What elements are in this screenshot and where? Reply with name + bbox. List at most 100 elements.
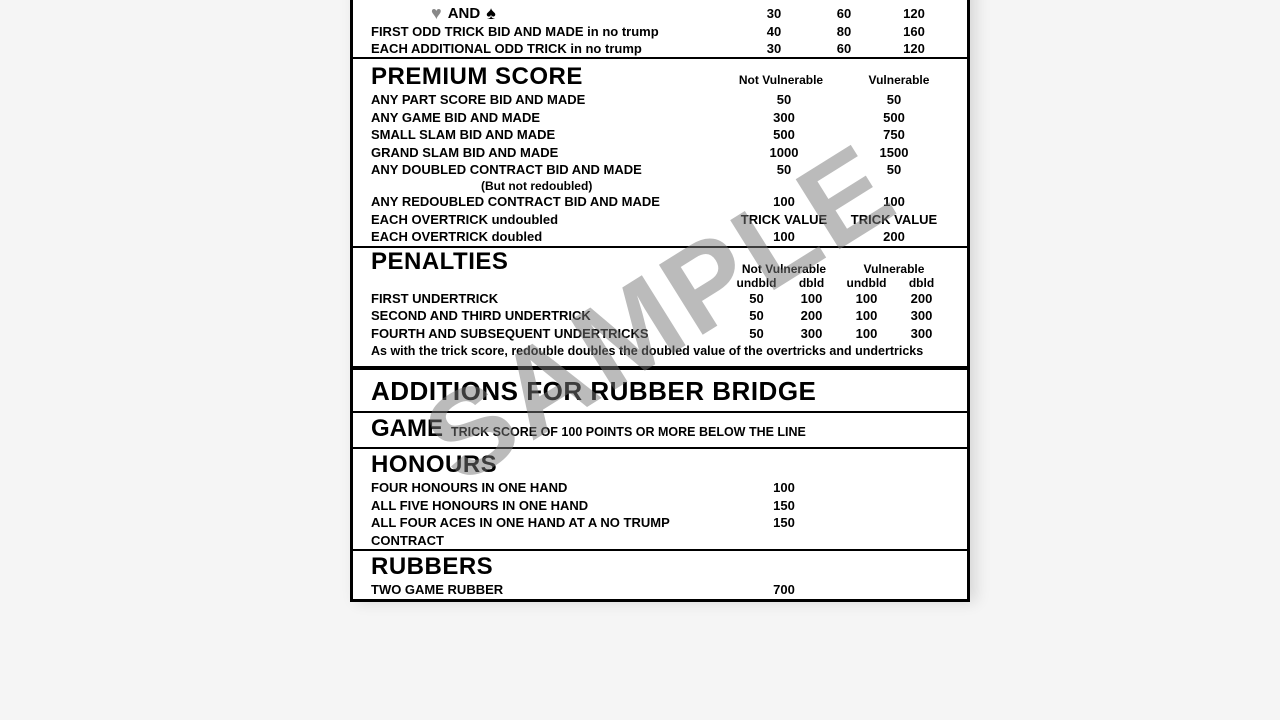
- value: 100: [839, 325, 894, 343]
- section-title: PENALTIES: [371, 248, 729, 276]
- trick-row-nt-first: FIRST ODD TRICK BID AND MADE in no trump…: [371, 23, 949, 40]
- section-title: RUBBERS: [371, 551, 949, 581]
- value: 50: [729, 325, 784, 343]
- penalty-row: SECOND AND THIRD UNDERTRICK50200100300: [371, 307, 949, 325]
- spade-icon: ♠: [486, 4, 496, 22]
- premium-row: SMALL SLAM BID AND MADE500750: [371, 126, 949, 144]
- section-title: GAME: [371, 415, 443, 443]
- club-icon: ♣: [431, 0, 443, 2]
- label: ALL FOUR ACES IN ONE HAND AT A NO TRUMP …: [371, 514, 729, 549]
- trick-row-nt-additional: EACH ADDITIONAL ODD TRICK in no trump 30…: [371, 40, 949, 57]
- value: 300: [894, 325, 949, 343]
- penalty-row: FOURTH AND SUBSEQUENT UNDERTRICKS5030010…: [371, 325, 949, 343]
- value: 1500: [839, 144, 949, 162]
- trick-row-majors: ♥ AND ♠ 30 60 120: [371, 3, 949, 23]
- value: 200: [784, 307, 839, 325]
- value: 150: [729, 514, 839, 549]
- premium-row: ANY PART SCORE BID AND MADE5050: [371, 91, 949, 109]
- value: 100: [784, 290, 839, 308]
- label: TWO GAME RUBBER: [371, 581, 729, 599]
- col-group: Vulnerable: [839, 262, 949, 276]
- label: ANY GAME BID AND MADE: [371, 109, 729, 127]
- value: 80: [809, 24, 879, 39]
- value: 60: [809, 6, 879, 21]
- premium-note: (But not redoubled): [371, 179, 949, 193]
- col-group: Not Vulnerable: [729, 262, 839, 276]
- label: FOUR HONOURS IN ONE HAND: [371, 479, 729, 497]
- game-desc: TRICK SCORE OF 100 POINTS OR MORE BELOW …: [451, 425, 806, 439]
- value: 500: [729, 126, 839, 144]
- honours-row: ALL FIVE HONOURS IN ONE HAND150: [371, 497, 949, 515]
- value: 100: [839, 290, 894, 308]
- value: 120: [879, 41, 949, 56]
- penalty-row: FIRST UNDERTRICK50100100200: [371, 290, 949, 308]
- value: 300: [729, 109, 839, 127]
- col-sub: dbld: [894, 276, 949, 290]
- col-sub: dbld: [784, 276, 839, 290]
- additions-title: ADDITIONS FOR RUBBER BRIDGE: [371, 370, 949, 411]
- value: 100: [729, 479, 839, 497]
- value: 100: [729, 193, 839, 211]
- value: 300: [784, 325, 839, 343]
- value: TRICK VALUE: [729, 211, 839, 229]
- game-section: GAME TRICK SCORE OF 100 POINTS OR MORE B…: [371, 413, 949, 447]
- honours-row: ALL FOUR ACES IN ONE HAND AT A NO TRUMP …: [371, 514, 949, 549]
- value: 50: [729, 91, 839, 109]
- value: TRICK VALUE: [839, 211, 949, 229]
- value: 120: [879, 6, 949, 21]
- label: ALL FIVE HONOURS IN ONE HAND: [371, 497, 729, 515]
- premium-row: GRAND SLAM BID AND MADE10001500: [371, 144, 949, 162]
- section-title: PREMIUM SCORE: [371, 63, 583, 91]
- and-label: AND: [448, 5, 481, 22]
- value: 150: [729, 497, 839, 515]
- label: SECOND AND THIRD UNDERTRICK: [371, 307, 729, 325]
- value: 100: [839, 307, 894, 325]
- label: EACH OVERTRICK doubled: [371, 228, 729, 246]
- premium-header: PREMIUM SCORE Not Vulnerable Vulnerable: [371, 59, 949, 91]
- value: 50: [729, 161, 839, 179]
- label: GRAND SLAM BID AND MADE: [371, 144, 729, 162]
- value: 40: [739, 24, 809, 39]
- premium-row: ANY GAME BID AND MADE300500: [371, 109, 949, 127]
- label: ANY REDOUBLED CONTRACT BID AND MADE: [371, 193, 729, 211]
- premium-row: ANY DOUBLED CONTRACT BID AND MADE5050: [371, 161, 949, 179]
- value: 50: [839, 161, 949, 179]
- label: ANY DOUBLED CONTRACT BID AND MADE: [371, 161, 729, 179]
- label: EACH ADDITIONAL ODD TRICK in no trump: [371, 41, 739, 56]
- label: EACH OVERTRICK undoubled: [371, 211, 729, 229]
- premium-row: EACH OVERTRICK undoubledTRICK VALUETRICK…: [371, 211, 949, 229]
- value: 30: [739, 6, 809, 21]
- value: 30: [739, 41, 809, 56]
- col-sub: undbld: [729, 276, 784, 290]
- value: 1000: [729, 144, 839, 162]
- section-title: HONOURS: [371, 449, 949, 479]
- premium-row: ANY REDOUBLED CONTRACT BID AND MADE10010…: [371, 193, 949, 211]
- and-label: AND: [449, 0, 482, 2]
- value: 50: [729, 307, 784, 325]
- penalties-subheader: undbld dbld undbld dbld: [371, 276, 949, 290]
- penalties-header: PENALTIES Not Vulnerable Vulnerable: [371, 248, 949, 276]
- value: 60: [809, 41, 879, 56]
- col-header: Vulnerable: [849, 73, 949, 87]
- value: 40: [809, 0, 879, 1]
- label: FOURTH AND SUBSEQUENT UNDERTRICKS: [371, 325, 729, 343]
- value: 50: [729, 290, 784, 308]
- premium-row: EACH OVERTRICK doubled100200: [371, 228, 949, 246]
- value: 200: [894, 290, 949, 308]
- value: 200: [839, 228, 949, 246]
- value: 100: [839, 193, 949, 211]
- value: 500: [839, 109, 949, 127]
- scoring-card: ♣ AND ♦ 20 40 80 ♥ AND ♠ 30 60 120 FIRST…: [350, 0, 970, 602]
- col-sub: undbld: [839, 276, 894, 290]
- value: 20: [739, 0, 809, 1]
- value: 100: [729, 228, 839, 246]
- label: FIRST ODD TRICK BID AND MADE in no trump: [371, 24, 739, 39]
- honours-row: FOUR HONOURS IN ONE HAND100: [371, 479, 949, 497]
- value: 80: [879, 0, 949, 1]
- value: 160: [879, 24, 949, 39]
- heart-icon: ♥: [431, 4, 442, 22]
- rubbers-row: TWO GAME RUBBER700: [371, 581, 949, 599]
- label: SMALL SLAM BID AND MADE: [371, 126, 729, 144]
- value: 300: [894, 307, 949, 325]
- value: 700: [729, 581, 839, 599]
